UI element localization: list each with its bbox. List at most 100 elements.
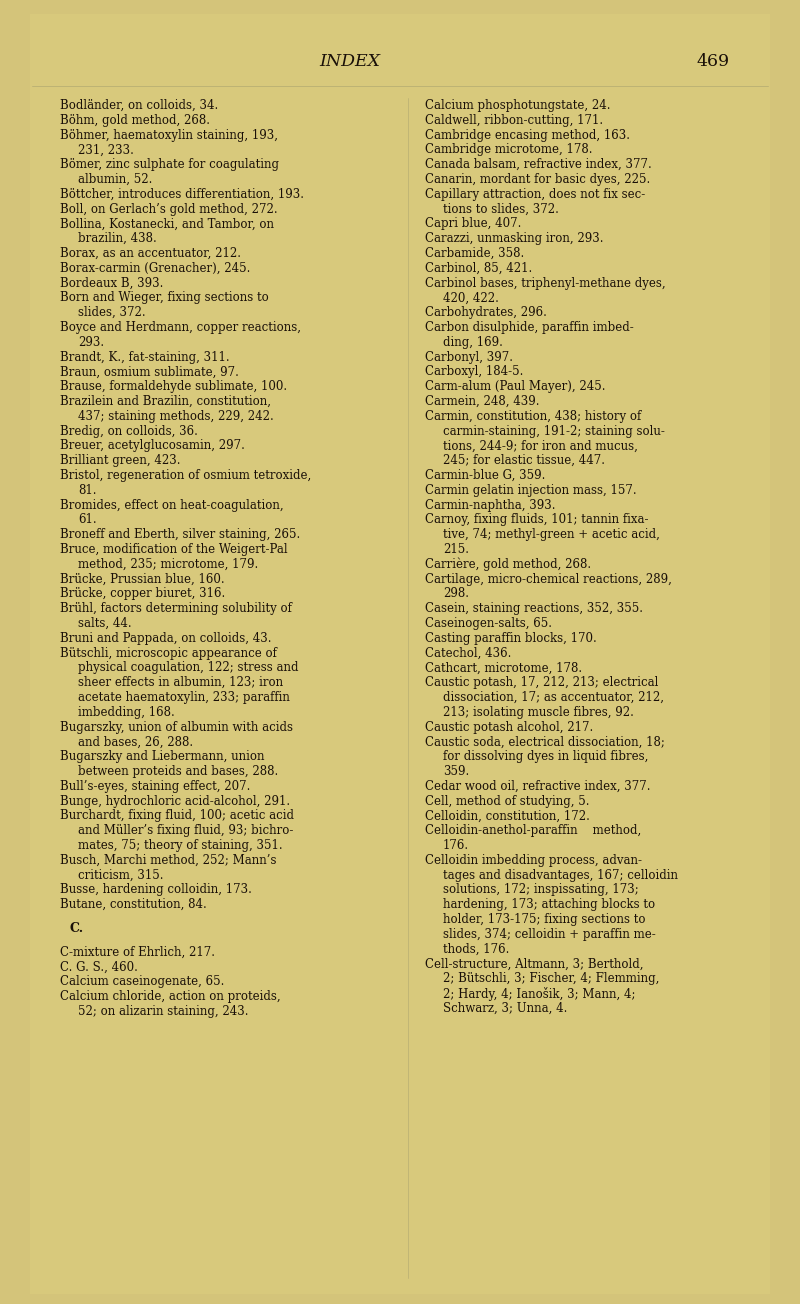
Text: Caustic potash, 17, 212, 213; electrical: Caustic potash, 17, 212, 213; electrical bbox=[425, 677, 658, 690]
Text: tive, 74; methyl-green + acetic acid,: tive, 74; methyl-green + acetic acid, bbox=[443, 528, 660, 541]
Text: Carm-alum (Paul Mayer), 245.: Carm-alum (Paul Mayer), 245. bbox=[425, 381, 606, 394]
Text: Carbonyl, 397.: Carbonyl, 397. bbox=[425, 351, 513, 364]
Text: thods, 176.: thods, 176. bbox=[443, 943, 510, 956]
Text: Canada balsam, refractive index, 377.: Canada balsam, refractive index, 377. bbox=[425, 158, 652, 171]
Text: Carbinol, 85, 421.: Carbinol, 85, 421. bbox=[425, 262, 532, 275]
Text: slides, 374; celloidin + paraffin me-: slides, 374; celloidin + paraffin me- bbox=[443, 928, 656, 940]
Text: Bütschli, microscopic appearance of: Bütschli, microscopic appearance of bbox=[60, 647, 277, 660]
Text: imbedding, 168.: imbedding, 168. bbox=[78, 705, 174, 719]
Text: 52; on alizarin staining, 243.: 52; on alizarin staining, 243. bbox=[78, 1005, 249, 1017]
Text: 298.: 298. bbox=[443, 587, 469, 600]
Text: solutions, 172; inspissating, 173;: solutions, 172; inspissating, 173; bbox=[443, 883, 638, 896]
Text: tions, 244-9; for iron and mucus,: tions, 244-9; for iron and mucus, bbox=[443, 439, 638, 452]
Text: Cambridge microtome, 178.: Cambridge microtome, 178. bbox=[425, 143, 593, 156]
Text: Bromides, effect on heat-coagulation,: Bromides, effect on heat-coagulation, bbox=[60, 498, 284, 511]
Text: 2; Bütschli, 3; Fischer, 4; Flemming,: 2; Bütschli, 3; Fischer, 4; Flemming, bbox=[443, 973, 659, 986]
Text: for dissolving dyes in liquid fibres,: for dissolving dyes in liquid fibres, bbox=[443, 750, 648, 763]
Text: Cartilage, micro-chemical reactions, 289,: Cartilage, micro-chemical reactions, 289… bbox=[425, 572, 672, 585]
Text: Bollina, Kostanecki, and Tambor, on: Bollina, Kostanecki, and Tambor, on bbox=[60, 218, 274, 231]
Text: Capillary attraction, does not fix sec-: Capillary attraction, does not fix sec- bbox=[425, 188, 646, 201]
Text: Busse, hardening colloidin, 173.: Busse, hardening colloidin, 173. bbox=[60, 883, 252, 896]
Text: Butane, constitution, 84.: Butane, constitution, 84. bbox=[60, 898, 206, 911]
Text: Carbon disulphide, paraffin imbed-: Carbon disulphide, paraffin imbed- bbox=[425, 321, 634, 334]
Text: 61.: 61. bbox=[78, 514, 97, 527]
Text: Bruni and Pappada, on colloids, 43.: Bruni and Pappada, on colloids, 43. bbox=[60, 632, 271, 644]
Text: Bugarszky, union of albumin with acids: Bugarszky, union of albumin with acids bbox=[60, 721, 293, 734]
Text: Born and Wieger, fixing sections to: Born and Wieger, fixing sections to bbox=[60, 291, 269, 304]
Text: acetate haematoxylin, 233; paraffin: acetate haematoxylin, 233; paraffin bbox=[78, 691, 290, 704]
Text: criticism, 315.: criticism, 315. bbox=[78, 868, 163, 882]
Text: Brühl, factors determining solubility of: Brühl, factors determining solubility of bbox=[60, 602, 292, 615]
Text: tages and disadvantages, 167; celloidin: tages and disadvantages, 167; celloidin bbox=[443, 868, 678, 882]
Text: Bugarszky and Liebermann, union: Bugarszky and Liebermann, union bbox=[60, 750, 265, 763]
Text: Boyce and Herdmann, copper reactions,: Boyce and Herdmann, copper reactions, bbox=[60, 321, 301, 334]
Text: salts, 44.: salts, 44. bbox=[78, 617, 132, 630]
Text: Carrière, gold method, 268.: Carrière, gold method, 268. bbox=[425, 558, 591, 571]
Text: 2; Hardy, 4; Ianošik, 3; Mann, 4;: 2; Hardy, 4; Ianošik, 3; Mann, 4; bbox=[443, 987, 635, 1001]
Text: Carmin, constitution, 438; history of: Carmin, constitution, 438; history of bbox=[425, 409, 642, 422]
Text: Cedar wood oil, refractive index, 377.: Cedar wood oil, refractive index, 377. bbox=[425, 780, 650, 793]
Text: C-mixture of Ehrlich, 217.: C-mixture of Ehrlich, 217. bbox=[60, 945, 215, 958]
Text: Carbohydrates, 296.: Carbohydrates, 296. bbox=[425, 306, 547, 319]
Text: C.: C. bbox=[70, 922, 84, 935]
Text: dissociation, 17; as accentuator, 212,: dissociation, 17; as accentuator, 212, bbox=[443, 691, 664, 704]
Text: Carmein, 248, 439.: Carmein, 248, 439. bbox=[425, 395, 539, 408]
Text: Carbinol bases, triphenyl-methane dyes,: Carbinol bases, triphenyl-methane dyes, bbox=[425, 276, 666, 289]
Text: Bordeaux B, 393.: Bordeaux B, 393. bbox=[60, 276, 163, 289]
Text: holder, 173-175; fixing sections to: holder, 173-175; fixing sections to bbox=[443, 913, 646, 926]
Text: Böhmer, haematoxylin staining, 193,: Böhmer, haematoxylin staining, 193, bbox=[60, 129, 278, 142]
Text: slides, 372.: slides, 372. bbox=[78, 306, 146, 319]
Text: Carmin gelatin injection mass, 157.: Carmin gelatin injection mass, 157. bbox=[425, 484, 637, 497]
Text: Braun, osmium sublimate, 97.: Braun, osmium sublimate, 97. bbox=[60, 365, 239, 378]
Text: Burchardt, fixing fluid, 100; acetic acid: Burchardt, fixing fluid, 100; acetic aci… bbox=[60, 810, 294, 823]
Text: method, 235; microtome, 179.: method, 235; microtome, 179. bbox=[78, 558, 258, 571]
Text: Caseinogen-salts, 65.: Caseinogen-salts, 65. bbox=[425, 617, 552, 630]
Text: Breuer, acetylglucosamin, 297.: Breuer, acetylglucosamin, 297. bbox=[60, 439, 245, 452]
Text: Busch, Marchi method, 252; Mann’s: Busch, Marchi method, 252; Mann’s bbox=[60, 854, 277, 867]
Text: INDEX: INDEX bbox=[319, 53, 381, 70]
Text: Brause, formaldehyde sublimate, 100.: Brause, formaldehyde sublimate, 100. bbox=[60, 381, 287, 394]
Text: Bredig, on colloids, 36.: Bredig, on colloids, 36. bbox=[60, 425, 198, 438]
Text: 213; isolating muscle fibres, 92.: 213; isolating muscle fibres, 92. bbox=[443, 705, 634, 719]
Text: Carmin-blue G, 359.: Carmin-blue G, 359. bbox=[425, 469, 546, 482]
Text: Böttcher, introduces differentiation, 193.: Böttcher, introduces differentiation, 19… bbox=[60, 188, 304, 201]
Text: 420, 422.: 420, 422. bbox=[443, 291, 499, 304]
Text: Carboxyl, 184-5.: Carboxyl, 184-5. bbox=[425, 365, 523, 378]
Text: 359.: 359. bbox=[443, 765, 470, 778]
Text: Casein, staining reactions, 352, 355.: Casein, staining reactions, 352, 355. bbox=[425, 602, 643, 615]
Text: Brücke, Prussian blue, 160.: Brücke, Prussian blue, 160. bbox=[60, 572, 225, 585]
Text: 81.: 81. bbox=[78, 484, 97, 497]
Text: 469: 469 bbox=[697, 53, 730, 70]
Text: Brandt, K., fat-staining, 311.: Brandt, K., fat-staining, 311. bbox=[60, 351, 230, 364]
Text: Böhm, gold method, 268.: Böhm, gold method, 268. bbox=[60, 113, 210, 126]
Text: Borax-carmin (Grenacher), 245.: Borax-carmin (Grenacher), 245. bbox=[60, 262, 250, 275]
Text: between proteids and bases, 288.: between proteids and bases, 288. bbox=[78, 765, 278, 778]
Text: Bull’s-eyes, staining effect, 207.: Bull’s-eyes, staining effect, 207. bbox=[60, 780, 250, 793]
Text: Catechol, 436.: Catechol, 436. bbox=[425, 647, 511, 660]
Text: Celloidin imbedding process, advan-: Celloidin imbedding process, advan- bbox=[425, 854, 642, 867]
Text: and bases, 26, 288.: and bases, 26, 288. bbox=[78, 735, 193, 748]
Text: mates, 75; theory of staining, 351.: mates, 75; theory of staining, 351. bbox=[78, 838, 282, 852]
Text: Celloidin, constitution, 172.: Celloidin, constitution, 172. bbox=[425, 810, 590, 823]
Text: Cathcart, microtome, 178.: Cathcart, microtome, 178. bbox=[425, 661, 582, 674]
Text: Bristol, regeneration of osmium tetroxide,: Bristol, regeneration of osmium tetroxid… bbox=[60, 469, 311, 482]
Text: sheer effects in albumin, 123; iron: sheer effects in albumin, 123; iron bbox=[78, 677, 283, 690]
Text: Calcium caseinogenate, 65.: Calcium caseinogenate, 65. bbox=[60, 975, 224, 988]
Text: Borax, as an accentuator, 212.: Borax, as an accentuator, 212. bbox=[60, 246, 241, 259]
Text: albumin, 52.: albumin, 52. bbox=[78, 173, 152, 186]
Text: Bunge, hydrochloric acid-alcohol, 291.: Bunge, hydrochloric acid-alcohol, 291. bbox=[60, 794, 290, 807]
Text: 231, 233.: 231, 233. bbox=[78, 143, 134, 156]
Text: ding, 169.: ding, 169. bbox=[443, 336, 503, 348]
Text: Carbamide, 358.: Carbamide, 358. bbox=[425, 246, 524, 259]
Text: Bodländer, on colloids, 34.: Bodländer, on colloids, 34. bbox=[60, 99, 218, 112]
Text: hardening, 173; attaching blocks to: hardening, 173; attaching blocks to bbox=[443, 898, 655, 911]
Text: Cell-structure, Altmann, 3; Berthold,: Cell-structure, Altmann, 3; Berthold, bbox=[425, 957, 643, 970]
Text: Calcium phosphotungstate, 24.: Calcium phosphotungstate, 24. bbox=[425, 99, 610, 112]
Text: Calcium chloride, action on proteids,: Calcium chloride, action on proteids, bbox=[60, 990, 281, 1003]
Text: Capri blue, 407.: Capri blue, 407. bbox=[425, 218, 522, 231]
Text: Cambridge encasing method, 163.: Cambridge encasing method, 163. bbox=[425, 129, 630, 142]
Text: Brilliant green, 423.: Brilliant green, 423. bbox=[60, 454, 181, 467]
Text: Casting paraffin blocks, 170.: Casting paraffin blocks, 170. bbox=[425, 632, 597, 644]
Text: 245; for elastic tissue, 447.: 245; for elastic tissue, 447. bbox=[443, 454, 605, 467]
Text: Bömer, zinc sulphate for coagulating: Bömer, zinc sulphate for coagulating bbox=[60, 158, 279, 171]
